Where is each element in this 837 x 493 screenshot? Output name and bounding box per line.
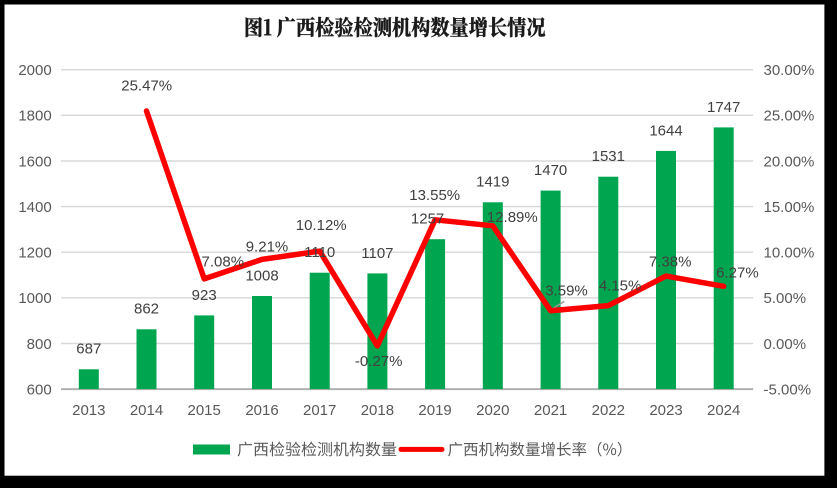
svg-text:2023: 2023 — [649, 402, 682, 419]
svg-text:2019: 2019 — [418, 402, 451, 419]
svg-text:600: 600 — [27, 382, 52, 399]
svg-text:7.38%: 7.38% — [649, 254, 692, 271]
svg-text:25.00%: 25.00% — [764, 108, 815, 125]
svg-text:800: 800 — [27, 336, 52, 353]
svg-text:2000: 2000 — [18, 62, 51, 79]
svg-text:12.89%: 12.89% — [487, 209, 538, 226]
svg-text:862: 862 — [134, 301, 159, 318]
svg-text:687: 687 — [76, 341, 101, 358]
svg-text:2016: 2016 — [245, 402, 278, 419]
svg-text:1747: 1747 — [707, 99, 740, 116]
svg-text:2022: 2022 — [592, 402, 625, 419]
svg-text:1257: 1257 — [411, 211, 444, 228]
svg-text:1800: 1800 — [18, 108, 51, 125]
svg-text:1200: 1200 — [18, 245, 51, 262]
svg-text:2021: 2021 — [534, 402, 567, 419]
svg-text:1531: 1531 — [592, 148, 625, 165]
svg-text:923: 923 — [192, 287, 217, 304]
svg-text:1400: 1400 — [18, 199, 51, 216]
svg-text:1110: 1110 — [304, 244, 335, 261]
svg-text:1419: 1419 — [476, 174, 509, 191]
svg-text:1644: 1644 — [649, 122, 682, 139]
svg-text:1000: 1000 — [18, 290, 51, 307]
svg-text:1008: 1008 — [245, 267, 278, 284]
svg-text:2013: 2013 — [72, 402, 105, 419]
svg-text:7.08%: 7.08% — [202, 254, 245, 271]
svg-text:-0.27%: -0.27% — [355, 353, 403, 370]
svg-text:1107: 1107 — [361, 245, 393, 262]
svg-text:15.00%: 15.00% — [764, 199, 815, 216]
svg-text:20.00%: 20.00% — [764, 153, 815, 170]
svg-text:25.47%: 25.47% — [121, 78, 172, 95]
svg-text:6.27%: 6.27% — [716, 265, 759, 282]
svg-text:9.21%: 9.21% — [246, 238, 289, 255]
svg-text:10.12%: 10.12% — [296, 217, 347, 234]
svg-text:3.59%: 3.59% — [545, 283, 588, 300]
svg-text:0.00%: 0.00% — [764, 336, 807, 353]
svg-text:2015: 2015 — [188, 402, 221, 419]
svg-text:2024: 2024 — [707, 402, 740, 419]
svg-text:1600: 1600 — [18, 153, 51, 170]
svg-text:30.00%: 30.00% — [764, 62, 815, 79]
svg-text:1470: 1470 — [534, 162, 567, 179]
svg-text:2014: 2014 — [130, 402, 163, 419]
svg-text:2017: 2017 — [303, 402, 336, 419]
svg-text:4.15%: 4.15% — [599, 277, 642, 294]
svg-text:13.55%: 13.55% — [409, 187, 460, 204]
svg-text:2018: 2018 — [361, 402, 394, 419]
svg-text:5.00%: 5.00% — [764, 290, 807, 307]
svg-text:2020: 2020 — [476, 402, 509, 419]
svg-text:-5.00%: -5.00% — [764, 382, 812, 399]
svg-text:10.00%: 10.00% — [764, 245, 815, 262]
